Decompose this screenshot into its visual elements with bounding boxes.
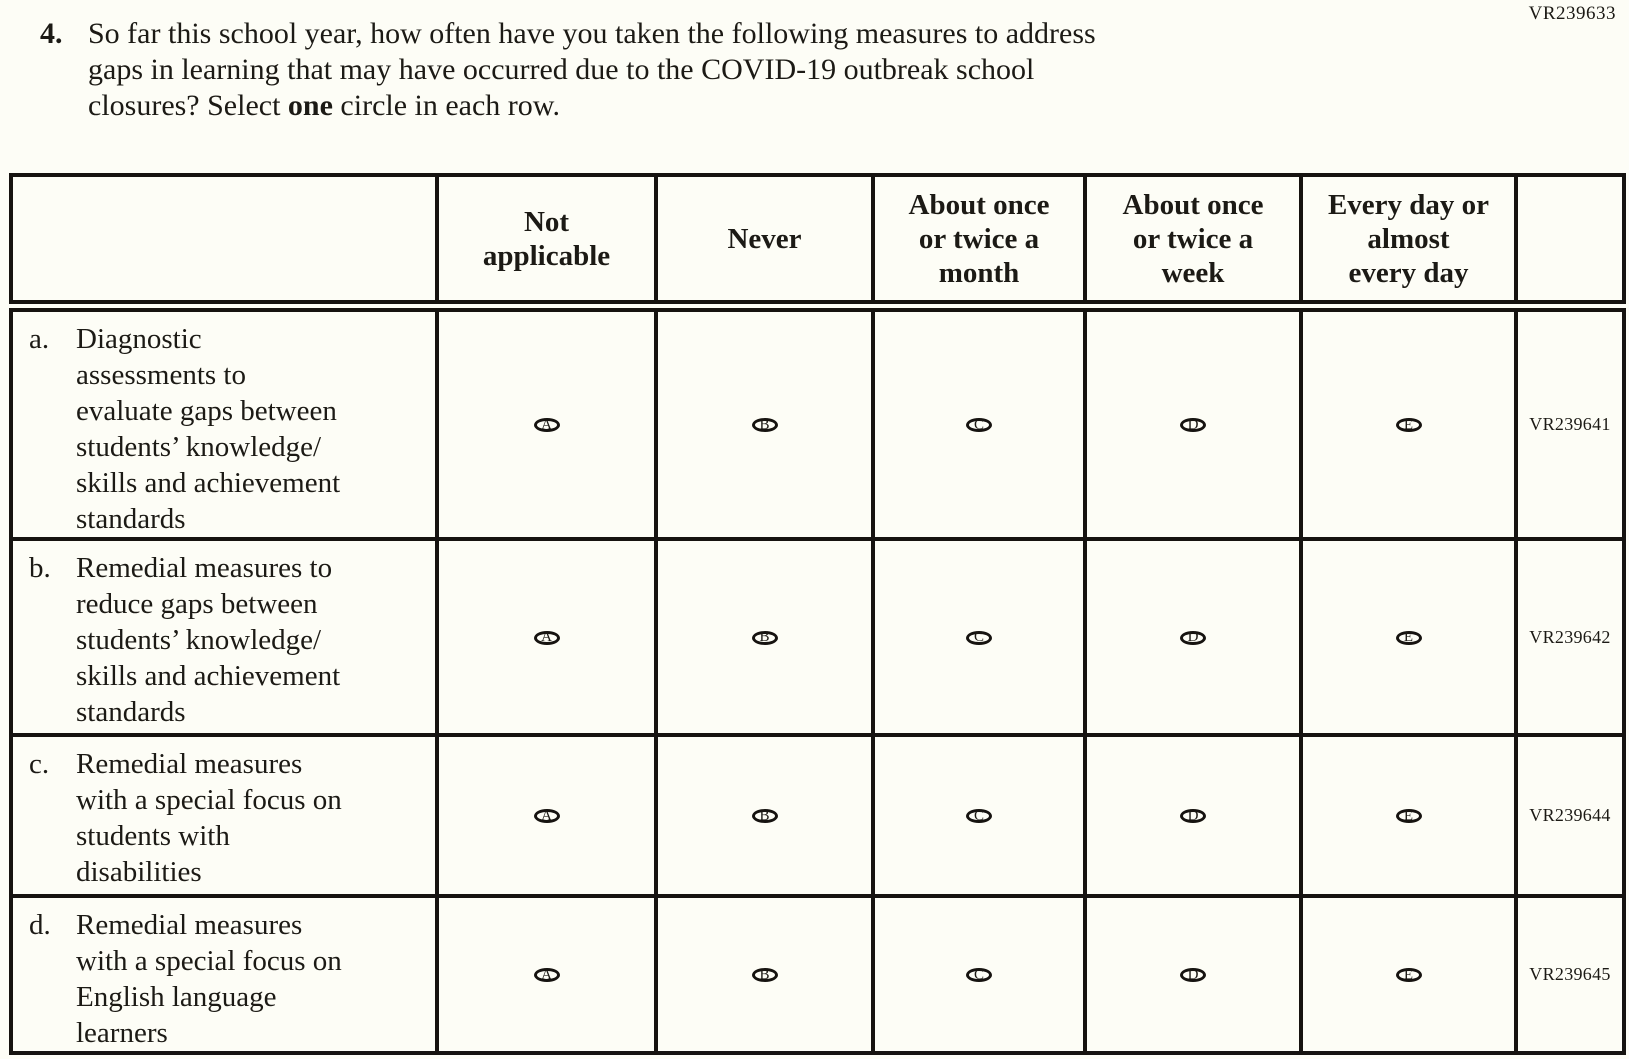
row-d-cell-every-day: E [1299, 894, 1518, 1055]
row-c-circle-c[interactable]: C [966, 808, 992, 823]
row-c-cell-not-applicable: A [435, 733, 658, 898]
row-d-code: VR239645 [1514, 894, 1626, 1055]
row-b-code: VR239642 [1514, 537, 1626, 737]
header-cell-blank [9, 173, 439, 312]
question-block: 4. So far this school year, how often ha… [40, 16, 1096, 124]
row-c-label: c. [29, 748, 50, 780]
row-b-cell-once-twice-month: C [871, 537, 1087, 737]
row-b-cell-never: B [654, 537, 875, 737]
row-a-text: Diagnostic assessments to evaluate gaps … [76, 323, 341, 535]
row-c-circle-e[interactable]: E [1395, 808, 1422, 823]
row-b-circle-a[interactable]: A [533, 630, 560, 645]
row-c-description-cell: c. Remedial measures with a special focu… [9, 733, 439, 898]
question-line-3-post: circle in each row. [332, 89, 561, 122]
row-c-cell-never: B [654, 733, 875, 898]
row-b-circle-d[interactable]: D [1180, 630, 1206, 645]
row-d-circle-e[interactable]: E [1395, 967, 1422, 982]
row-d-cell-once-twice-month: C [871, 894, 1087, 1055]
response-table: Not applicable Never About once or twice… [9, 173, 1626, 1055]
row-d-cell-once-twice-week: D [1083, 894, 1303, 1055]
question-line-1: So far this school year, how often have … [88, 17, 1096, 50]
row-d-circle-d[interactable]: D [1180, 967, 1206, 982]
question-number: 4. [40, 17, 63, 50]
table-row-a: a. Diagnostic assessments to evaluate ga… [9, 304, 1626, 541]
row-a-circle-a[interactable]: A [533, 417, 560, 432]
question-line-2: gaps in learning that may have occurred … [88, 53, 1035, 86]
row-d-description-cell: d. Remedial measures with a special focu… [9, 894, 439, 1055]
row-c-circle-a[interactable]: A [533, 808, 560, 823]
question-line-3-pre: closures? Select [88, 89, 288, 122]
row-a-cell-once-twice-week: D [1083, 304, 1303, 541]
row-a-label: a. [29, 323, 50, 355]
row-b-cell-once-twice-week: D [1083, 537, 1303, 737]
row-b-description-cell: b. Remedial measures to reduce gaps betw… [9, 537, 439, 737]
row-a-circle-e[interactable]: E [1395, 417, 1422, 432]
row-b-cell-every-day: E [1299, 537, 1518, 737]
row-a-circle-d[interactable]: D [1180, 417, 1206, 432]
row-c-cell-every-day: E [1299, 733, 1518, 898]
row-a-cell-once-twice-month: C [871, 304, 1087, 541]
row-c-code: VR239644 [1514, 733, 1626, 898]
header-cell-code [1514, 173, 1626, 312]
row-c-cell-once-twice-month: C [871, 733, 1087, 898]
row-a-description-cell: a. Diagnostic assessments to evaluate ga… [9, 304, 439, 541]
question-text: So far this school year, how often have … [88, 16, 1096, 124]
header-cell-never: Never [654, 173, 875, 312]
question-line-3: closures? Select one circle in each row. [88, 88, 1096, 124]
row-c-circle-b[interactable]: B [751, 808, 778, 823]
row-a-cell-not-applicable: A [435, 304, 658, 541]
row-a-cell-every-day: E [1299, 304, 1518, 541]
header-cell-every-day: Every day or almost every day [1299, 173, 1518, 312]
header-cell-not-applicable: Not applicable [435, 173, 658, 312]
row-b-circle-e[interactable]: E [1395, 630, 1422, 645]
row-d-text: Remedial measures with a special focus o… [76, 909, 342, 1049]
row-d-circle-c[interactable]: C [966, 967, 992, 982]
row-c-cell-once-twice-week: D [1083, 733, 1303, 898]
form-code: VR239633 [1528, 3, 1616, 24]
row-d-label: d. [29, 909, 51, 941]
header-cell-once-twice-month: About once or twice a month [871, 173, 1087, 312]
header-cell-once-twice-week: About once or twice a week [1083, 173, 1303, 312]
table-row-c: c. Remedial measures with a special focu… [9, 733, 1626, 898]
row-a-circle-c[interactable]: C [966, 417, 992, 432]
row-b-circle-c[interactable]: C [966, 630, 992, 645]
row-a-cell-never: B [654, 304, 875, 541]
table-row-b: b. Remedial measures to reduce gaps betw… [9, 537, 1626, 737]
row-b-label: b. [29, 552, 51, 584]
row-d-circle-a[interactable]: A [533, 967, 560, 982]
header-row: Not applicable Never About once or twice… [9, 173, 1626, 312]
row-b-cell-not-applicable: A [435, 537, 658, 737]
row-b-text: Remedial measures to reduce gaps between… [76, 552, 341, 728]
row-b-circle-b[interactable]: B [751, 630, 778, 645]
question-line-3-bold: one [287, 89, 333, 122]
row-a-circle-b[interactable]: B [751, 417, 778, 432]
row-d-cell-never: B [654, 894, 875, 1055]
table-row-d: d. Remedial measures with a special focu… [9, 894, 1626, 1055]
row-c-circle-d[interactable]: D [1180, 808, 1206, 823]
row-d-circle-b[interactable]: B [751, 967, 778, 982]
row-c-text: Remedial measures with a special focus o… [76, 748, 342, 888]
row-d-cell-not-applicable: A [435, 894, 658, 1055]
row-a-code: VR239641 [1514, 304, 1626, 541]
